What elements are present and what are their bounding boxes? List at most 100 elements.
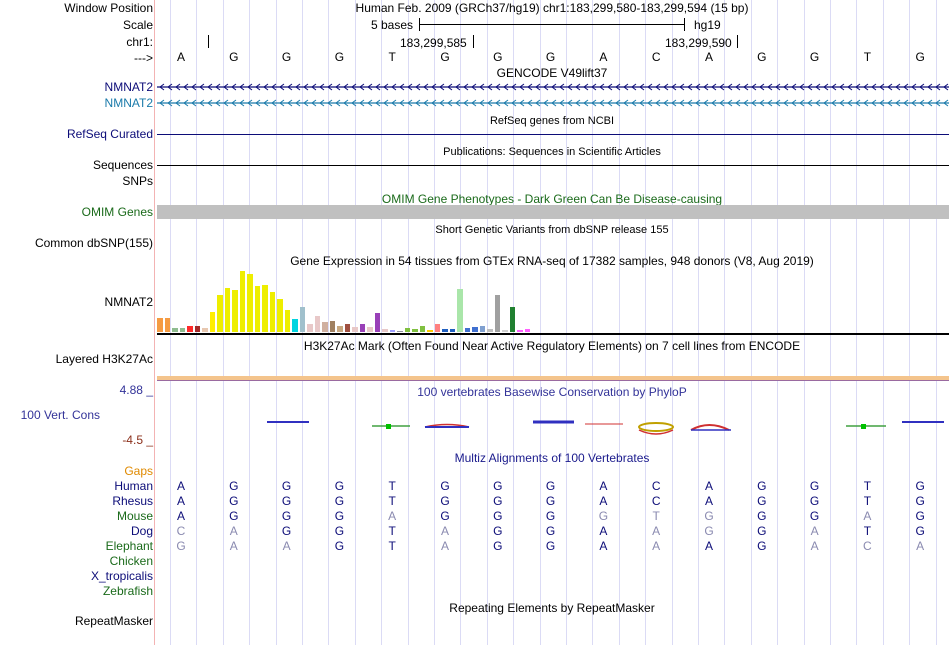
omim-genes-label[interactable]: OMIM Genes <box>81 205 153 219</box>
gtex-bar[interactable] <box>404 328 410 332</box>
gtex-bar[interactable] <box>494 294 500 332</box>
species-label[interactable]: X_tropicalis <box>90 569 153 583</box>
gtex-bar[interactable] <box>367 326 373 332</box>
gtex-bar[interactable] <box>284 309 290 332</box>
gtex-bar[interactable] <box>397 331 403 332</box>
gridline <box>751 0 752 645</box>
gtex-bar[interactable] <box>359 324 365 332</box>
strand-chevron <box>807 99 813 107</box>
aligned-base: G <box>809 509 820 523</box>
gencode-nmnat2-alt-label[interactable]: NMNAT2 <box>104 96 153 110</box>
refseq-track-title: RefSeq genes from NCBI <box>489 115 615 127</box>
gtex-bar[interactable] <box>179 328 185 332</box>
common-dbsnp-label[interactable]: Common dbSNP(155) <box>34 236 153 250</box>
h3k27ac-label[interactable]: Layered H3K27Ac <box>55 352 153 366</box>
strand-chevron <box>943 99 949 107</box>
strand-label[interactable]: ---> <box>134 51 153 65</box>
gtex-bar[interactable] <box>509 307 515 332</box>
gtex-bar[interactable] <box>524 329 530 332</box>
gtex-bar[interactable] <box>472 326 478 332</box>
sequences-line[interactable] <box>157 165 949 166</box>
phylop-track-label[interactable]: 100 Vert. Cons <box>20 408 100 422</box>
species-label[interactable]: Dog <box>130 524 153 538</box>
strand-chevron <box>215 83 221 91</box>
species-label[interactable]: Mouse <box>116 509 153 523</box>
strand-chevron <box>415 99 421 107</box>
gtex-bar[interactable] <box>157 317 163 332</box>
gtex-bar[interactable] <box>517 330 523 332</box>
track-image-area[interactable]: Human Feb. 2009 (GRCh37/hg19) chr1:183,2… <box>157 0 949 645</box>
gtex-expression-chart[interactable] <box>157 266 537 332</box>
gtex-bar[interactable] <box>427 330 433 332</box>
strand-chevron <box>783 83 789 91</box>
gtex-bar[interactable] <box>224 288 230 332</box>
refseq-curated-label[interactable]: RefSeq Curated <box>66 127 153 141</box>
snps-label[interactable]: SNPs <box>122 174 153 188</box>
gtex-gene-label[interactable]: NMNAT2 <box>104 295 153 309</box>
strand-chevron <box>791 99 797 107</box>
gtex-bar[interactable] <box>269 291 275 332</box>
gtex-bar[interactable] <box>239 271 245 332</box>
gtex-bar[interactable] <box>254 285 260 332</box>
gtex-bar[interactable] <box>464 327 470 332</box>
strand-chevron <box>903 99 909 107</box>
gtex-bar[interactable] <box>187 326 193 332</box>
gtex-bar[interactable] <box>247 274 253 332</box>
species-label[interactable]: Human <box>114 479 153 493</box>
gtex-bar[interactable] <box>329 321 335 332</box>
gtex-bar[interactable] <box>419 326 425 332</box>
gtex-bar[interactable] <box>172 328 178 332</box>
strand-chevron <box>927 99 933 107</box>
gtex-bar[interactable] <box>434 324 440 332</box>
gtex-bar[interactable] <box>337 325 343 332</box>
gtex-bar[interactable] <box>277 299 283 332</box>
species-label[interactable]: Elephant <box>105 539 153 553</box>
strand-chevron <box>439 83 445 91</box>
gtex-bar[interactable] <box>374 312 380 332</box>
aligned-base: G <box>440 479 450 493</box>
refseq-gene-line[interactable] <box>157 134 949 135</box>
gtex-bar[interactable] <box>209 311 215 332</box>
gtex-bar[interactable] <box>449 329 455 332</box>
gtex-bar[interactable] <box>389 330 395 332</box>
phylop-conservation-plot[interactable] <box>157 410 949 440</box>
gtex-bar[interactable] <box>352 326 358 332</box>
strand-chevron <box>751 83 757 91</box>
gtex-bar[interactable] <box>412 328 418 332</box>
repeatmasker-label[interactable]: RepeatMasker <box>74 614 153 628</box>
species-label[interactable]: Rhesus <box>112 494 153 508</box>
species-label[interactable]: Chicken <box>109 554 153 568</box>
gtex-bar[interactable] <box>502 330 508 332</box>
gtex-bar[interactable] <box>194 326 200 332</box>
sequences-label[interactable]: Sequences <box>92 158 153 172</box>
gtex-bar[interactable] <box>314 316 320 332</box>
gtex-bar[interactable] <box>322 322 328 332</box>
gtex-bar[interactable] <box>292 319 298 332</box>
strand-chevron <box>623 83 629 91</box>
gtex-bar[interactable] <box>202 328 208 332</box>
gtex-bar[interactable] <box>262 285 268 332</box>
gtex-bar[interactable] <box>442 329 448 332</box>
gtex-bar[interactable] <box>232 289 238 332</box>
gtex-bar[interactable] <box>479 326 485 332</box>
species-label[interactable]: Zebrafish <box>102 584 153 598</box>
gtex-bar[interactable] <box>299 307 305 332</box>
gtex-bar[interactable] <box>307 324 313 332</box>
gencode-nmnat2-label[interactable]: NMNAT2 <box>104 80 153 94</box>
strand-chevron <box>839 99 845 107</box>
gtex-bar[interactable] <box>487 328 493 332</box>
gaps-label[interactable]: Gaps <box>124 464 153 478</box>
gtex-bar[interactable] <box>382 328 388 332</box>
omim-phenotype-bar[interactable] <box>157 205 949 219</box>
strand-chevron <box>375 83 381 91</box>
scale-bar <box>419 24 684 25</box>
gtex-bar[interactable] <box>217 294 223 332</box>
gtex-bar[interactable] <box>164 317 170 332</box>
gtex-bar[interactable] <box>344 323 350 332</box>
gencode-gene-models[interactable] <box>157 80 949 108</box>
strand-chevron <box>287 83 293 91</box>
h3k27ac-signal-band[interactable] <box>157 376 949 380</box>
aligned-base: A <box>652 524 661 538</box>
gtex-bar[interactable] <box>457 289 463 332</box>
strand-chevron <box>799 83 805 91</box>
